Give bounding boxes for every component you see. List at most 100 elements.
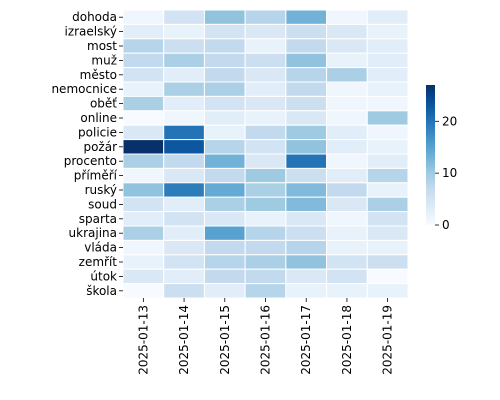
x-tick-label: 2025-01-15 xyxy=(218,305,232,375)
heatmap-cell xyxy=(203,268,246,285)
x-tick-label: 2025-01-19 xyxy=(381,305,395,375)
heatmap-cell xyxy=(163,283,205,299)
heatmap-cell xyxy=(326,254,368,270)
heatmap-cell xyxy=(163,9,205,25)
heatmap-cell xyxy=(326,67,368,83)
heatmap-cell xyxy=(203,196,246,213)
heatmap-cell xyxy=(366,182,409,198)
heatmap-cell xyxy=(326,211,368,227)
heatmap-cell xyxy=(326,196,368,213)
heatmap-cell xyxy=(122,67,165,83)
heatmap-cell xyxy=(163,153,205,169)
heatmap-cell xyxy=(285,139,328,155)
heatmap-cell xyxy=(163,268,205,285)
heatmap-cell xyxy=(366,124,409,141)
heatmap-cell xyxy=(285,268,328,285)
x-tick-label: 2025-01-17 xyxy=(299,305,313,375)
heatmap-cell xyxy=(285,38,328,54)
y-tick-label: muž xyxy=(91,53,117,67)
heatmap-cell xyxy=(244,52,287,69)
x-tick-label: 2025-01-18 xyxy=(340,305,354,375)
y-tick-label: nemocnice xyxy=(51,82,117,96)
heatmap-cell xyxy=(366,268,409,285)
heatmap-cell xyxy=(203,167,246,184)
heatmap-cell xyxy=(285,23,328,40)
heatmap-cell xyxy=(326,38,368,54)
heatmap-cell xyxy=(122,153,165,169)
heatmap-cell xyxy=(122,124,165,141)
heatmap-cell xyxy=(366,153,409,169)
heatmap-cell xyxy=(366,38,409,54)
heatmap-cell xyxy=(326,110,368,126)
heatmap-cell xyxy=(285,196,328,213)
heatmap-cell xyxy=(285,254,328,270)
heatmap-cell xyxy=(122,95,165,112)
y-tick-label: město xyxy=(80,68,117,82)
heatmap-cell xyxy=(366,167,409,184)
colorbar-tick-label: 0 xyxy=(442,218,450,232)
y-tick-label: policie xyxy=(78,125,117,139)
heatmap-cell xyxy=(163,254,205,270)
heatmap-cell xyxy=(244,110,287,126)
heatmap-cell xyxy=(122,167,165,184)
colorbar-tick-label: 10 xyxy=(442,166,457,180)
heatmap-cell xyxy=(244,182,287,198)
y-tick-label: soud xyxy=(88,197,117,211)
heatmap-cell xyxy=(366,196,409,213)
heatmap-cell xyxy=(366,81,409,97)
heatmap-cell xyxy=(122,23,165,40)
heatmap-cell xyxy=(203,9,246,25)
heatmap-cell xyxy=(285,283,328,299)
heatmap-cell xyxy=(122,239,165,256)
heatmap-cells xyxy=(122,9,409,299)
heatmap-cell xyxy=(244,239,287,256)
heatmap-cell xyxy=(285,67,328,83)
x-tick-labels: 2025-01-13 2025-01-14 2025-01-15 2025-01-16… xyxy=(136,298,395,375)
heatmap-cell xyxy=(285,52,328,69)
heatmap-cell xyxy=(366,23,409,40)
heatmap-cell xyxy=(203,153,246,169)
heatmap-cell xyxy=(203,239,246,256)
heatmap-cell xyxy=(244,254,287,270)
heatmap-cell xyxy=(326,95,368,112)
heatmap-cell xyxy=(326,167,368,184)
heatmap-cell xyxy=(203,38,246,54)
heatmap-cell xyxy=(122,182,165,198)
heatmap-cell xyxy=(326,268,368,285)
y-tick-label: zemřít xyxy=(79,255,118,269)
heatmap-cell xyxy=(122,9,165,25)
heatmap-cell xyxy=(326,182,368,198)
heatmap-cell xyxy=(163,139,205,155)
heatmap-cell xyxy=(203,254,246,270)
heatmap-cell xyxy=(122,139,165,155)
heatmap-cell xyxy=(326,239,368,256)
heatmap-cell xyxy=(203,23,246,40)
heatmap-cell xyxy=(366,9,409,25)
x-tick-label: 2025-01-13 xyxy=(136,305,150,375)
heatmap-cell xyxy=(203,182,246,198)
heatmap-cell xyxy=(203,139,246,155)
heatmap-cell xyxy=(203,211,246,227)
heatmap-cell xyxy=(285,95,328,112)
heatmap-cell xyxy=(285,110,328,126)
x-tick-label: 2025-01-14 xyxy=(177,305,191,375)
heatmap-cell xyxy=(203,95,246,112)
colorbar-gradient xyxy=(426,85,435,225)
heatmap-cell xyxy=(122,225,165,241)
heatmap-cell xyxy=(244,167,287,184)
heatmap-cell xyxy=(203,283,246,299)
heatmap-cell xyxy=(244,139,287,155)
heatmap-cell xyxy=(366,110,409,126)
heatmap-cell xyxy=(122,283,165,299)
heatmap-cell xyxy=(366,254,409,270)
heatmap-cell xyxy=(163,167,205,184)
heatmap-cell xyxy=(366,239,409,256)
heatmap-cell xyxy=(163,52,205,69)
y-tick-label: izraelský xyxy=(64,25,117,39)
heatmap-cell xyxy=(203,124,246,141)
heatmap-cell xyxy=(285,182,328,198)
heatmap-cell xyxy=(163,110,205,126)
heatmap-cell xyxy=(244,95,287,112)
heatmap-cell xyxy=(244,268,287,285)
heatmap-cell xyxy=(285,153,328,169)
